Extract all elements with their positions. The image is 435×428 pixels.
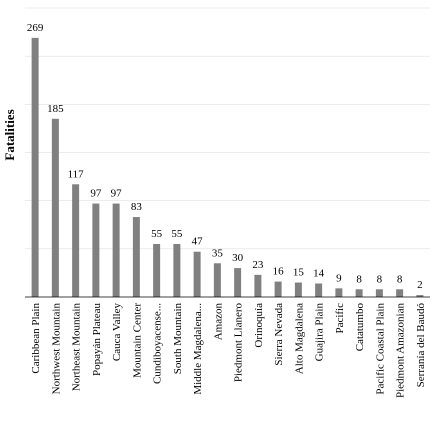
bar	[173, 244, 181, 297]
bar-value-label: 97	[90, 188, 102, 200]
x-tick-label: Popayán Plateau	[91, 303, 103, 377]
x-tick-label: Cauca Valley	[111, 303, 123, 362]
bar-value-label: 8	[377, 273, 383, 285]
bar	[72, 184, 80, 297]
bar	[153, 244, 161, 297]
bar-value-label: 9	[336, 272, 342, 284]
x-tick-label: Middle Magdalena...	[192, 303, 204, 395]
bar-value-label: 35	[212, 247, 224, 259]
bars	[31, 37, 424, 298]
bar-value-label: 83	[131, 201, 143, 213]
x-tick-label: Mountain Center	[131, 303, 143, 378]
x-tick-label: Guajira Plain	[314, 303, 326, 362]
bar-value-label: 117	[68, 168, 85, 180]
x-tick-label: Cundiboyacense...	[152, 303, 164, 384]
gridlines	[25, 7, 430, 250]
bar	[375, 289, 383, 297]
data-labels: 269 185 117 97 97 83 55 55 47 35 30 23 16 15 14 9 8 8 8 2	[27, 22, 423, 291]
bar-value-label: 8	[356, 273, 362, 285]
x-tick-label: Serranía del Baudó	[415, 303, 427, 388]
bar-value-label: 97	[111, 188, 123, 200]
bar	[92, 203, 100, 297]
bar-value-label: 14	[313, 268, 325, 280]
y-axis-label: Fatalities	[2, 109, 17, 160]
bar-value-label: 55	[171, 228, 183, 240]
x-tick-label: Catatumbo	[354, 303, 366, 352]
x-tick-label: Sierra Nevada	[273, 303, 285, 366]
bar	[396, 289, 404, 297]
x-tick-labels: Caribbean Plain Northwest Mountain Northea…	[30, 303, 427, 399]
bar-value-label: 15	[293, 267, 305, 279]
bar-value-label: 2	[417, 279, 423, 291]
bar	[355, 289, 363, 297]
x-tick-label: Piedmont Amazonian	[395, 303, 407, 399]
bar	[51, 118, 59, 298]
x-tick-label: Caribbean Plain	[30, 303, 42, 374]
bar-value-label: 8	[397, 273, 403, 285]
bar	[234, 268, 242, 297]
x-tick-label: Alto Magdalena	[293, 303, 305, 374]
x-tick-label: Pacific	[334, 303, 346, 334]
bar	[416, 295, 424, 297]
x-tick-label: South Mountain	[172, 303, 184, 375]
bar-value-label: 269	[27, 22, 44, 34]
x-tick-label: Northeast Mountain	[71, 303, 83, 392]
bar	[315, 283, 323, 297]
bar	[254, 274, 262, 297]
x-tick-label: Northwest Mountain	[50, 303, 62, 395]
bar	[294, 282, 302, 297]
bar	[132, 217, 140, 297]
x-tick-label: Piedmont Llanero	[233, 303, 245, 383]
bar-value-label: 47	[192, 236, 204, 248]
bar	[335, 288, 343, 297]
bar-value-label: 55	[151, 228, 163, 240]
bar	[193, 251, 201, 297]
bar	[213, 263, 221, 297]
bar	[112, 203, 120, 297]
bar-value-label: 16	[273, 266, 285, 278]
bar-value-label: 30	[232, 252, 244, 264]
x-tick-label: Orinoquía	[253, 303, 265, 348]
bar-value-label: 23	[252, 259, 264, 271]
x-tick-label: Amazon	[212, 303, 224, 341]
bar	[274, 281, 282, 297]
x-tick-label: Pacific Coastal Plain	[374, 303, 386, 395]
bar	[31, 37, 39, 297]
bar-value-label: 185	[47, 103, 64, 115]
